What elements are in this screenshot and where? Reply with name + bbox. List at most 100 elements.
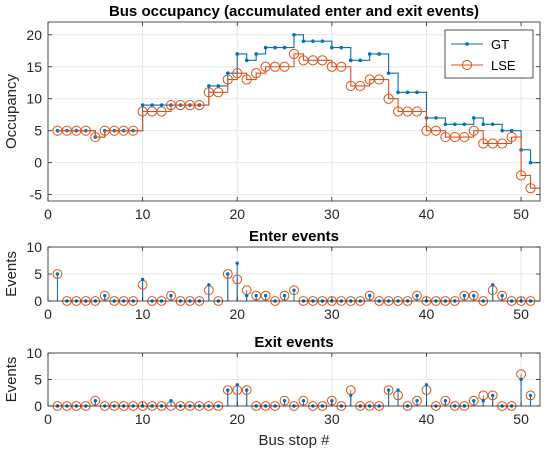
gt-marker [93,399,98,403]
gt-point [377,52,381,56]
lse-marker [497,290,508,301]
x-tick-label: 0 [44,411,52,427]
gt-marker [330,399,334,403]
gt-marker [386,388,391,392]
gt-marker [235,261,239,265]
gt-marker [226,388,230,392]
lse-point [497,138,508,149]
gt-point [216,84,221,88]
lse-marker [232,274,243,285]
lse-marker [440,395,451,406]
gt-point [339,45,344,50]
gt-point [405,90,410,95]
lse-marker [412,395,422,406]
lse-point [222,74,233,85]
lse-point [90,131,101,143]
gt-marker [226,272,230,276]
lse-marker [364,290,375,301]
y-axis-label: Occupancy [3,73,20,149]
lse-point [288,48,300,60]
lse-point [525,183,536,194]
x-tick-label: 0 [44,206,52,222]
gt-marker [519,377,523,382]
gt-marker [462,293,467,298]
legend-box [444,29,534,79]
gt-point [311,39,315,43]
lse-point [374,74,385,85]
gt-marker [490,283,495,287]
x-tick-label: 20 [229,411,245,427]
gt-point [140,103,145,107]
x-tick-label: 50 [513,206,529,222]
gt-marker [424,383,429,387]
gt-marker [254,293,258,298]
lse-point [506,131,517,143]
lse-point [430,125,442,136]
chart-title: Bus occupancy (accumulated enter and exi… [109,3,479,20]
lse-point [515,170,527,181]
lse-point [383,93,394,104]
gt-point [207,84,211,88]
gt-marker [443,399,448,403]
x-tick-label: 50 [513,411,529,427]
gt-point [225,71,230,75]
y-tick-label: 0 [34,155,42,171]
y-axis-label: Events [3,357,20,403]
lse-marker [383,385,394,396]
lse-point [468,125,479,136]
gt-marker [282,293,287,298]
lse-marker [459,290,470,301]
x-tick-label: 50 [513,306,529,322]
x-tick-label: 20 [229,206,245,222]
lse-point [459,131,470,143]
gt-point [415,90,419,95]
gt-marker [528,393,533,398]
y-tick-label: 10 [26,91,42,107]
gt-point [471,116,476,120]
y-tick-label: 5 [34,266,42,282]
y-tick-label: 10 [26,345,42,361]
lse-point [128,125,139,136]
gt-marker [472,293,476,298]
gt-marker [415,293,419,298]
lse-point [279,61,290,72]
gt-point [273,45,277,50]
lse-marker [289,285,299,296]
gt-point [367,52,372,56]
gt-point [150,103,154,107]
gt-point [481,122,486,127]
gt-marker [472,399,476,403]
x-tick-label: 40 [419,306,435,322]
y-tick-label: 5 [34,372,42,388]
gt-point [159,103,164,107]
gt-point [528,160,533,165]
gt-marker [169,399,173,403]
x-tick-label: 30 [324,206,340,222]
y-tick-label: -5 [30,187,43,203]
chart-title: Enter events [249,228,339,245]
chart-title: Exit events [254,334,333,351]
lse-point [232,68,243,79]
gt-point [509,128,514,133]
lse-point [241,74,252,85]
gt-point [254,52,258,56]
x-tick-label: 40 [419,206,435,222]
lse-marker [90,395,101,406]
gt-marker [169,293,173,298]
gt-point [320,39,325,43]
gt-marker [490,393,495,398]
x-tick-label: 40 [419,411,435,427]
gt-marker [55,272,60,276]
y-tick-label: 10 [26,239,42,255]
gt-marker [301,399,306,403]
x-tick-label: 0 [44,306,52,322]
x-axis-label: Bus stop # [259,432,331,449]
lse-marker [99,290,110,301]
lse-marker [241,385,252,396]
gt-marker [500,293,504,298]
gt-point [244,58,249,63]
lse-point [194,100,205,111]
gt-point [443,122,448,127]
